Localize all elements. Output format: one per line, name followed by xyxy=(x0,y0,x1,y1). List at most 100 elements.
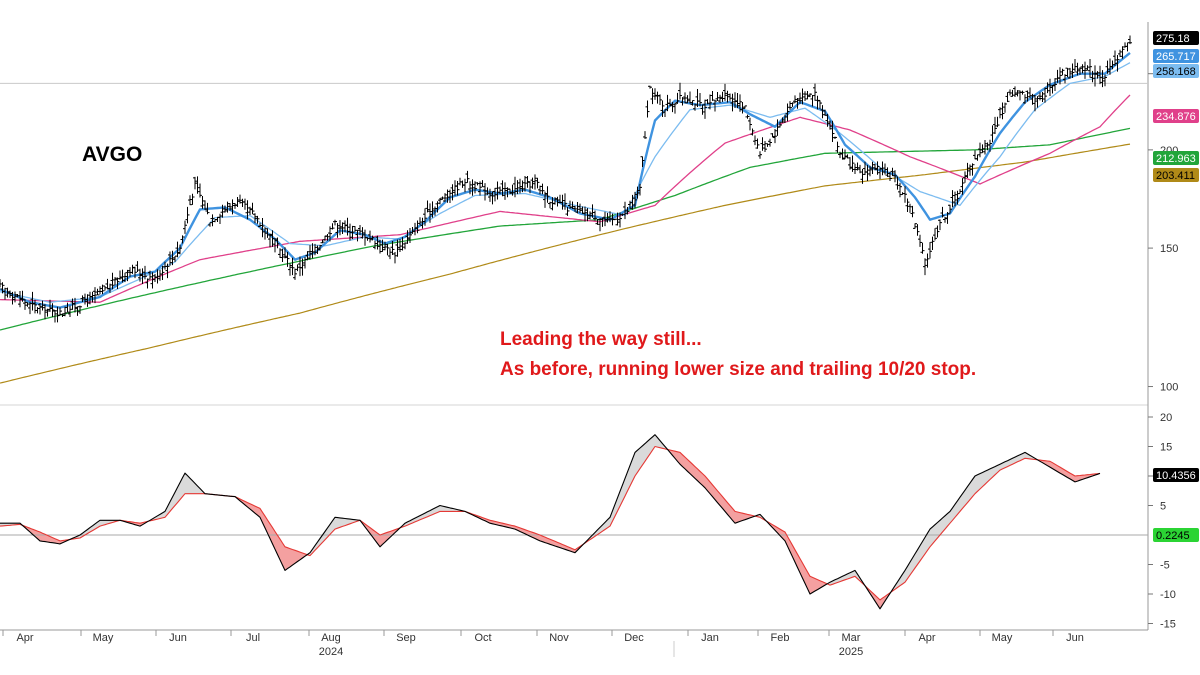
ohlc-bar xyxy=(583,206,587,222)
ohlc-bar xyxy=(118,270,122,280)
ohlc-bar xyxy=(333,219,337,226)
ohlc-bar xyxy=(90,291,95,303)
ohlc-bar xyxy=(915,224,920,236)
month-label: Jan xyxy=(701,632,719,644)
ohlc-bar xyxy=(408,228,412,244)
ohlc-bar xyxy=(950,190,955,208)
ohlc-bar xyxy=(1065,67,1070,78)
price-value-tag: 203.411 xyxy=(1153,168,1199,182)
ohlc-bar xyxy=(933,228,937,241)
ohlc-bar xyxy=(250,202,255,215)
ohlc-bar xyxy=(145,278,150,289)
ohlc-bar xyxy=(640,156,645,167)
ohlc-bar xyxy=(85,294,90,307)
ohlc-bar xyxy=(588,211,592,220)
ohlc-bar xyxy=(1078,67,1082,75)
ohlc-bar xyxy=(890,167,895,177)
ohlc-bar xyxy=(490,191,495,205)
ohlc-bar xyxy=(545,186,550,203)
ohlc-bar xyxy=(465,170,470,183)
ohlc-bar xyxy=(160,265,165,280)
price-value-tag: 275.18 xyxy=(1153,31,1199,45)
ohlc-bar xyxy=(123,272,127,283)
ohlc-bar xyxy=(613,218,617,221)
ohlc-bar xyxy=(845,154,850,159)
oscillator-fill-segment xyxy=(289,548,293,568)
ohlc-bar xyxy=(833,136,837,139)
ohlc-bar xyxy=(168,251,172,266)
ohlc-bar xyxy=(1028,87,1032,98)
ohlc-bar xyxy=(293,268,297,280)
ohlc-bar xyxy=(503,182,507,200)
ohlc-bar xyxy=(883,163,887,175)
oscillator-axis-tick-label: 20 xyxy=(1160,412,1172,424)
ohlc-bar xyxy=(185,206,190,224)
ohlc-bar xyxy=(43,304,47,320)
ohlc-bar xyxy=(308,245,312,260)
ohlc-bar xyxy=(748,117,752,131)
ohlc-bar xyxy=(475,182,480,186)
ohlc-bar xyxy=(420,217,425,229)
ohlc-bar xyxy=(28,301,32,315)
oscillator-fill-segment xyxy=(334,517,338,530)
ohlc-bar xyxy=(443,193,447,202)
ohlc-bar xyxy=(163,261,167,270)
ohlc-bar xyxy=(263,227,267,240)
ohlc-bar xyxy=(198,183,202,198)
ohlc-bar xyxy=(78,305,82,314)
oscillator-value-tag: 10.4356 xyxy=(1153,468,1199,482)
ohlc-bar xyxy=(328,226,332,242)
ohlc-bar xyxy=(513,176,517,198)
ohlc-bar xyxy=(553,197,557,205)
ohlc-bar xyxy=(455,180,460,196)
ohlc-bar xyxy=(260,217,265,238)
ohlc-bar xyxy=(100,284,105,295)
ohlc-bar xyxy=(573,205,577,212)
ohlc-bar xyxy=(405,230,410,244)
ohlc-bar xyxy=(370,235,375,241)
month-label: Mar xyxy=(842,632,861,644)
ohlc-bar xyxy=(478,181,482,196)
ohlc-bar xyxy=(295,264,300,272)
ohlc-bar xyxy=(195,176,200,194)
ohlc-bar xyxy=(1118,49,1122,57)
ohlc-bar xyxy=(1075,62,1080,76)
oscillator-axis-tick-label: 15 xyxy=(1160,442,1172,454)
ohlc-bar xyxy=(388,248,392,260)
svg-text:265.717: 265.717 xyxy=(1156,51,1196,63)
ohlc-bar xyxy=(390,240,395,255)
ohlc-bar xyxy=(255,215,260,224)
ohlc-bar xyxy=(170,250,175,266)
ohlc-bar xyxy=(228,203,232,211)
ohlc-bar xyxy=(1008,89,1012,96)
ohlc-bar xyxy=(73,297,77,313)
ohlc-bar xyxy=(623,201,627,220)
svg-text:234.876: 234.876 xyxy=(1156,111,1196,123)
ohlc-bar xyxy=(920,242,925,254)
ohlc-bar xyxy=(1110,60,1115,70)
ohlc-bar xyxy=(5,287,10,298)
ohlc-bar xyxy=(430,201,435,218)
oscillator-fill-segment xyxy=(339,517,343,528)
ohlc-bar xyxy=(825,113,830,127)
ohlc-bar xyxy=(873,163,877,171)
ohlc-bar xyxy=(1090,70,1095,83)
ohlc-bar xyxy=(615,212,620,226)
ohlc-bar xyxy=(788,101,792,110)
month-label: Apr xyxy=(16,632,33,644)
ohlc-bar xyxy=(1000,102,1005,120)
ohlc-bar xyxy=(663,109,667,118)
ohlc-bar xyxy=(395,239,400,257)
ohlc-bar xyxy=(248,206,252,216)
ohlc-bar xyxy=(15,293,20,298)
ohlc-bar xyxy=(1053,78,1057,91)
ohlc-bar xyxy=(223,205,227,213)
ohlc-bar xyxy=(778,121,782,128)
ohlc-bar xyxy=(360,227,365,239)
ohlc-bar xyxy=(783,114,787,123)
month-label: Nov xyxy=(549,632,569,644)
annotation-line-1: Leading the way still... xyxy=(500,329,702,350)
ohlc-bar xyxy=(910,205,915,218)
ohlc-bar xyxy=(593,210,597,221)
svg-text:258.168: 258.168 xyxy=(1156,66,1196,78)
